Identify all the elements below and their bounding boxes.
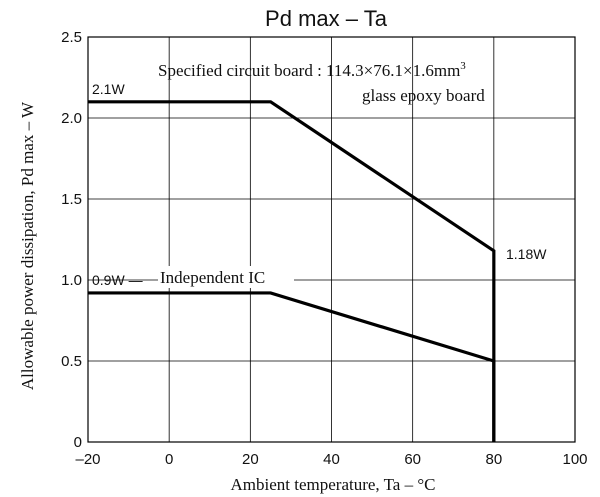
x-tick-label: 60 bbox=[404, 451, 421, 468]
grid-lines bbox=[88, 37, 575, 442]
y-tick-label: 0 bbox=[74, 434, 82, 451]
y-tick-label: 1.0 bbox=[61, 272, 82, 289]
y-axis-label: Allowable power dissipation, Pd max – W bbox=[18, 101, 37, 390]
series-layer bbox=[88, 100, 496, 442]
series-board-line bbox=[88, 100, 496, 442]
y-tick-labels: 0 0.5 1.0 1.5 2.0 2.5 bbox=[61, 29, 82, 451]
x-axis-label: Ambient temperature, Ta – °C bbox=[231, 475, 436, 494]
y-tick-label: 2.5 bbox=[61, 29, 82, 46]
x-tick-label: –20 bbox=[75, 451, 100, 468]
value-label-2-1w: 2.1W bbox=[92, 81, 125, 97]
board-spec-label: Specified circuit board : 114.3×76.1×1.6… bbox=[158, 60, 466, 80]
y-tick-label: 2.0 bbox=[61, 110, 82, 127]
x-tick-label: 80 bbox=[485, 451, 502, 468]
x-tick-label: 100 bbox=[562, 451, 587, 468]
x-tick-label: 40 bbox=[323, 451, 340, 468]
independent-label-bg bbox=[158, 266, 294, 288]
chart-title: Pd max – Ta bbox=[265, 6, 388, 31]
x-tick-label: 0 bbox=[165, 451, 173, 468]
x-tick-label: 20 bbox=[242, 451, 259, 468]
value-label-0-9w: 0.9W — bbox=[92, 272, 143, 288]
x-tick-labels: –20 0 20 40 60 80 100 bbox=[75, 451, 587, 468]
board-spec-label-line2: glass epoxy board bbox=[362, 86, 485, 105]
superscript-3: 3 bbox=[460, 60, 466, 72]
y-tick-label: 1.5 bbox=[61, 191, 82, 208]
value-label-1-18w: 1.18W bbox=[506, 246, 547, 262]
independent-ic-label: Independent IC bbox=[160, 268, 265, 287]
series-independent-ic-line bbox=[88, 291, 496, 442]
y-tick-label: 0.5 bbox=[61, 353, 82, 370]
plot-frame bbox=[87, 36, 576, 443]
